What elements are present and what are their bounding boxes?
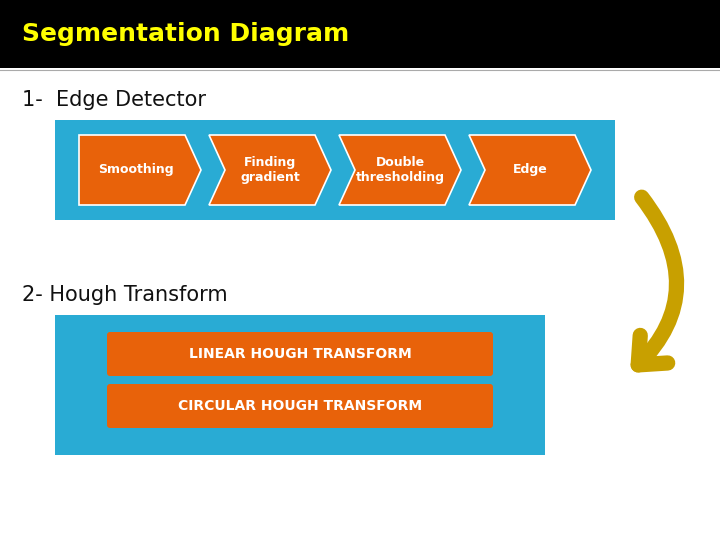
Bar <box>55 315 545 455</box>
Polygon shape <box>209 135 331 205</box>
Polygon shape <box>469 135 591 205</box>
FancyArrowPatch shape <box>638 197 677 365</box>
Text: Edge: Edge <box>513 164 547 177</box>
Text: LINEAR HOUGH TRANSFORM: LINEAR HOUGH TRANSFORM <box>189 347 411 361</box>
Text: Finding
gradient: Finding gradient <box>240 156 300 184</box>
Text: Smoothing: Smoothing <box>98 164 174 177</box>
FancyBboxPatch shape <box>107 384 493 428</box>
Text: 1-  Edge Detector: 1- Edge Detector <box>22 90 206 110</box>
Bar <box>55 120 615 220</box>
Bar <box>0 0 720 68</box>
Polygon shape <box>79 135 201 205</box>
Polygon shape <box>339 135 461 205</box>
Text: CIRCULAR HOUGH TRANSFORM: CIRCULAR HOUGH TRANSFORM <box>178 399 422 413</box>
Text: Segmentation Diagram: Segmentation Diagram <box>22 22 349 46</box>
Text: 2- Hough Transform: 2- Hough Transform <box>22 285 228 305</box>
Text: Double
thresholding: Double thresholding <box>356 156 444 184</box>
FancyBboxPatch shape <box>107 332 493 376</box>
